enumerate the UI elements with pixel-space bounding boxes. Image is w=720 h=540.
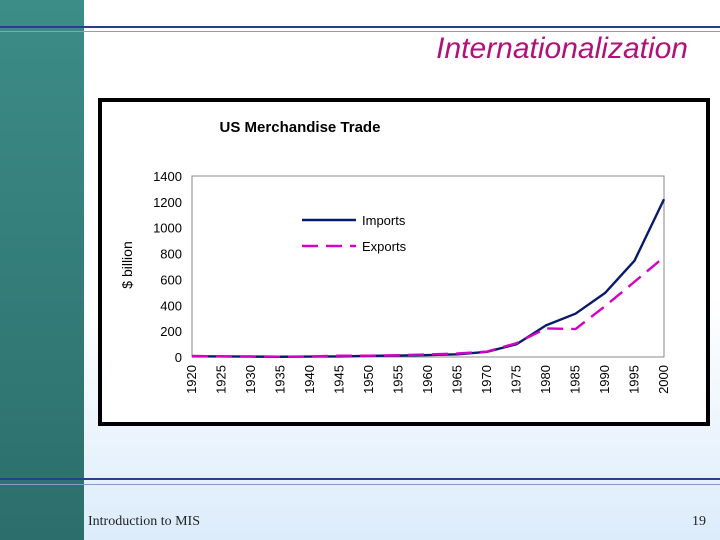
x-tick-label: 1925 <box>214 365 229 394</box>
series-line-imports <box>191 198 666 358</box>
top-rule-thin <box>0 31 720 32</box>
bottom-rule-thin <box>0 484 720 485</box>
plot-layer: 0 200 400 600 800 1000 1200 1400 1920 1925 1930 193… <box>153 169 671 394</box>
x-tick-label: 1960 <box>420 365 435 394</box>
y-tick-label: 1000 <box>153 221 182 236</box>
legend-label-exports: Exports <box>362 239 407 254</box>
x-tick-label: 1945 <box>332 365 347 394</box>
legend-label-imports: Imports <box>362 213 406 228</box>
y-tick-label: 800 <box>160 247 182 262</box>
x-tick-label: 1995 <box>627 365 642 394</box>
chart-frame: US Merchandise Trade $ billion 0 200 400 60… <box>98 98 710 426</box>
x-tick-label: 1985 <box>568 365 583 394</box>
slide-title: Internationalization <box>436 32 688 65</box>
y-tick-label: 0 <box>175 350 182 365</box>
y-tick-label: 600 <box>160 272 182 287</box>
y-tick-label: 400 <box>160 298 182 313</box>
series-line-exports <box>191 256 665 358</box>
x-tick-label: 1940 <box>302 365 317 394</box>
bottom-rule <box>0 478 720 480</box>
x-tick-label: 1955 <box>391 365 406 394</box>
top-rule <box>0 26 720 28</box>
y-tick-label: 200 <box>160 324 182 339</box>
x-tick-label: 1970 <box>479 365 494 394</box>
chart-title: US Merchandise Trade <box>220 119 381 136</box>
plot-border <box>191 175 665 358</box>
y-axis-label: $ billion <box>119 241 135 288</box>
sidebar-band <box>0 0 84 540</box>
trade-line-chart: US Merchandise Trade $ billion 0 200 400 60… <box>119 119 671 394</box>
footer-course: Introduction to MIS <box>88 514 200 529</box>
x-tick-label: 1980 <box>538 365 553 394</box>
x-tick-label: 1990 <box>597 365 612 394</box>
x-tick-label: 1935 <box>273 365 288 394</box>
x-tick-label: 1930 <box>243 365 258 394</box>
chart-area: US Merchandise Trade $ billion 0 200 400 60… <box>102 102 706 422</box>
y-tick-label: 1400 <box>153 169 182 184</box>
x-tick-label: 2000 <box>656 365 671 394</box>
x-tick-label: 1975 <box>509 365 524 394</box>
x-tick-label: 1920 <box>184 365 199 394</box>
y-tick-label: 1200 <box>153 195 182 210</box>
x-tick-label: 1965 <box>450 365 465 394</box>
page-number: 19 <box>692 514 706 529</box>
x-tick-label: 1950 <box>361 365 376 394</box>
